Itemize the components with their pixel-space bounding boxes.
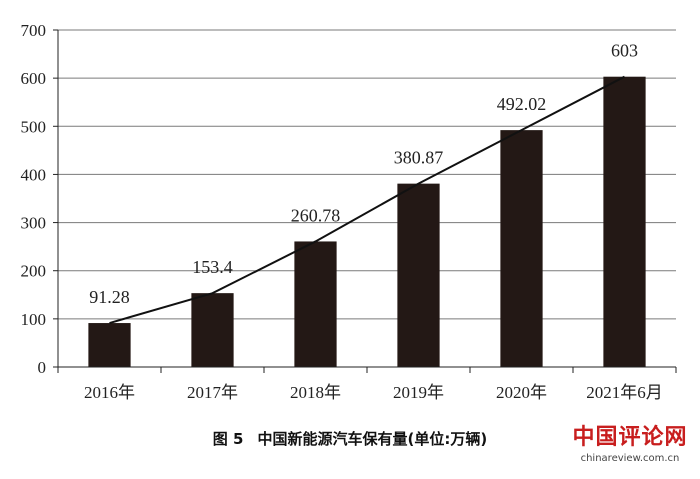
watermark-url: chinareview.com.cn <box>580 453 680 464</box>
x-axis: 2016年 2017年 2018年 2019年 2020年 2021年6月 <box>57 366 677 402</box>
y-axis: 0 100 200 300 400 500 600 700 <box>21 21 59 377</box>
y-tick-label: 500 <box>21 117 47 136</box>
data-label: 380.87 <box>394 148 444 168</box>
data-label: 603 <box>611 41 638 61</box>
watermark-logo: 中国评论网 <box>572 425 688 450</box>
watermark: 中国评论网 chinareview.com.cn <box>560 424 700 472</box>
trend-line <box>109 75 625 325</box>
x-tick-label: 2020年 <box>496 383 547 402</box>
data-labels: 91.28 153.4 260.78 380.87 492.02 603 <box>89 41 638 307</box>
bar <box>603 76 646 367</box>
x-tick-label: 2017年 <box>187 383 238 402</box>
data-label: 260.78 <box>291 205 341 225</box>
bar-chart: 91.28 153.4 260.78 380.87 492.02 603 0 100 200 3… <box>21 21 677 402</box>
y-tick-label: 0 <box>38 358 47 377</box>
chart-title: 中国新能源汽车保有量(单位:万辆) <box>257 430 488 448</box>
x-tick-label: 2016年 <box>84 383 135 402</box>
data-label: 91.28 <box>89 287 130 307</box>
bar <box>500 130 543 367</box>
bar <box>191 293 234 367</box>
y-tick-label: 300 <box>21 214 47 233</box>
bar <box>88 323 131 367</box>
y-tick-label: 700 <box>21 21 47 40</box>
y-tick-label: 600 <box>21 69 47 88</box>
x-tick-label: 2019年 <box>393 383 444 402</box>
trend-line-path <box>109 75 625 325</box>
x-tick-label: 2021年6月 <box>586 383 663 402</box>
bar <box>397 183 440 367</box>
bar <box>294 241 337 367</box>
data-label: 492.02 <box>497 94 547 114</box>
figure-number: 图 5 <box>212 430 244 448</box>
x-tick-label: 2018年 <box>290 383 341 402</box>
chart-caption: 图 5 中国新能源汽车保有量(单位:万辆) <box>0 428 700 449</box>
gridlines <box>58 29 676 320</box>
bars <box>88 76 646 367</box>
y-tick-label: 200 <box>21 262 47 281</box>
y-tick-label: 100 <box>21 310 47 329</box>
y-tick-label: 400 <box>21 165 47 184</box>
data-label: 153.4 <box>192 257 233 277</box>
